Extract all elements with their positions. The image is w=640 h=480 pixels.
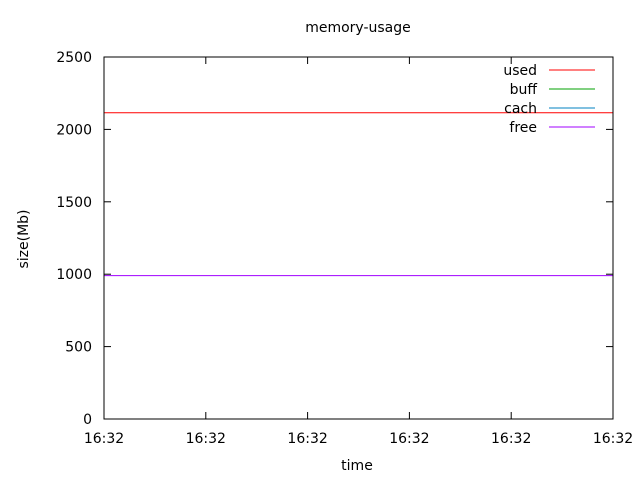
- chart-title: memory-usage: [305, 20, 411, 36]
- legend-label-used: used: [503, 63, 537, 79]
- y-axis-label: size(Mb): [16, 209, 32, 268]
- x-tick-label: 16:32: [287, 431, 327, 447]
- series-lines: [104, 112, 613, 420]
- legend: used buff cach free: [503, 63, 595, 136]
- x-tick-label: 16:32: [491, 431, 531, 447]
- legend-label-free: free: [509, 120, 537, 136]
- y-tick-label: 2000: [56, 122, 92, 138]
- plot-frame: [103, 56, 614, 420]
- y-tick-label: 1500: [56, 195, 92, 211]
- x-axis-label: time: [341, 458, 373, 474]
- x-tick-label: 16:32: [389, 431, 429, 447]
- x-tick-label: 16:32: [84, 431, 124, 447]
- legend-label-buff: buff: [510, 82, 538, 98]
- y-tick-label: 1000: [56, 267, 92, 283]
- x-tick-label: 16:32: [186, 431, 226, 447]
- y-tick-label: 0: [83, 412, 92, 428]
- y-tick-label: 500: [65, 340, 92, 356]
- x-tick-label: 16:32: [593, 431, 633, 447]
- legend-label-cach: cach: [504, 101, 537, 117]
- axis-ticks: 0 500 1000 1500 2000 2500 16:32 16:32 16:32 16:32…: [56, 50, 633, 447]
- y-tick-label: 2500: [56, 50, 92, 66]
